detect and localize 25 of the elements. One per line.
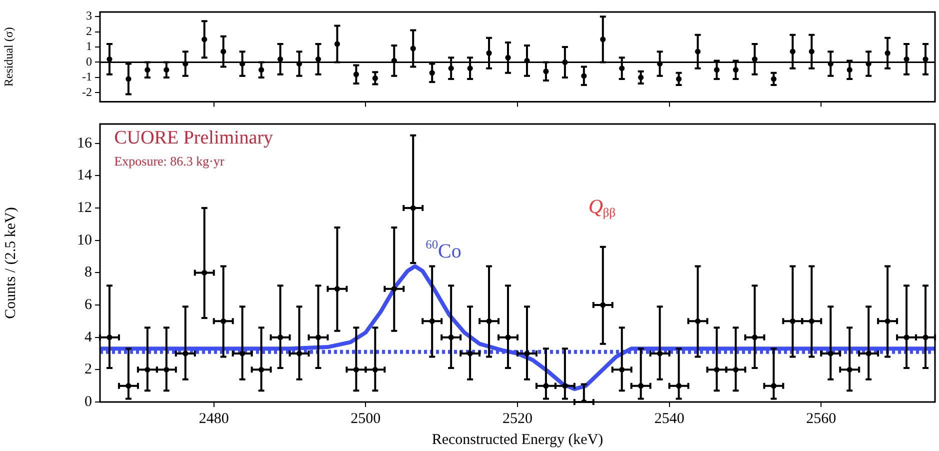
x-tick-label: 2480 <box>198 410 229 427</box>
y-tick-label: 14 <box>77 168 92 184</box>
y-tick-label: 2 <box>84 362 92 378</box>
y-tick-label: 16 <box>77 135 92 152</box>
annotation: Exposure: 86.3 kg·yr <box>114 154 225 169</box>
y-axis-title: Counts / (2.5 keV) <box>2 207 19 319</box>
annotation: CUORE Preliminary <box>114 127 274 148</box>
y-tick-label: -1 <box>82 70 92 84</box>
y-tick-label: 6 <box>84 296 92 313</box>
y-tick-label: 12 <box>77 200 92 216</box>
y-axis-title: Residual (σ) <box>1 27 16 87</box>
y-tick-label: 0 <box>86 54 92 68</box>
y-tick-label: -2 <box>82 84 92 99</box>
y-tick-label: 0 <box>84 394 92 410</box>
x-tick-label: 2540 <box>654 410 684 427</box>
x-tick-label: 2520 <box>502 410 532 427</box>
y-tick-label: 2 <box>86 24 92 38</box>
y-tick-label: 1 <box>86 39 92 54</box>
x-tick-label: 2560 <box>806 410 836 427</box>
y-tick-label: 10 <box>77 232 92 248</box>
y-tick-label: 8 <box>84 264 92 281</box>
x-axis-title: Reconstructed Energy (keV) <box>432 432 604 448</box>
y-tick-label: 4 <box>84 329 92 346</box>
x-tick-label: 2500 <box>350 410 381 427</box>
y-tick-label: 3 <box>86 8 92 23</box>
